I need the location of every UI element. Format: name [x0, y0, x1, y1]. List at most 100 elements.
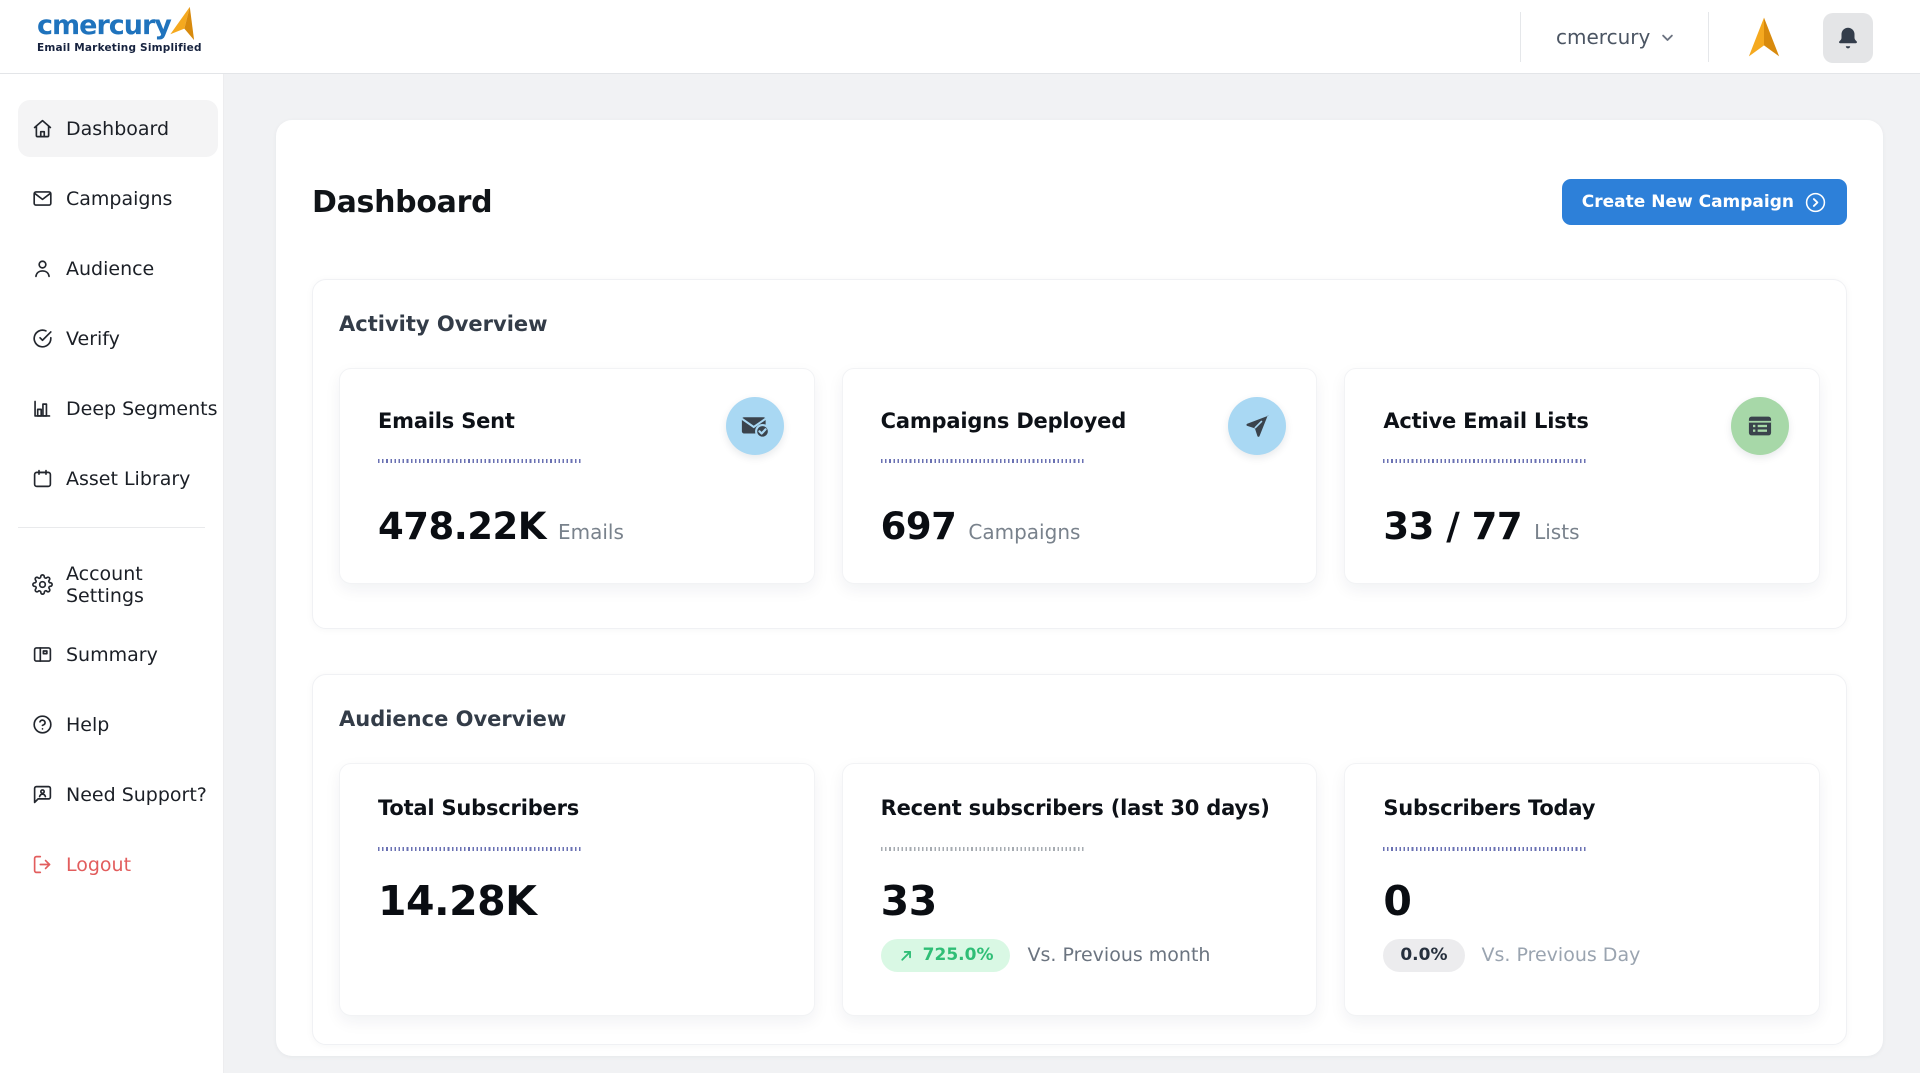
sidebar-item-help[interactable]: Help: [18, 696, 218, 753]
sidebar-item-account-settings[interactable]: Account Settings: [18, 556, 218, 613]
sidebar-item-label: Deep Segments: [66, 397, 218, 420]
dotted-divider: [1383, 847, 1588, 851]
stat-card-title: Emails Sent: [378, 409, 515, 433]
compare-label: Vs. Previous Day: [1481, 944, 1641, 966]
dotted-divider: [880, 847, 1085, 851]
sidebar-item-audience[interactable]: Audience: [18, 240, 218, 297]
sidebar-item-label: Help: [66, 713, 110, 736]
trend-row: 0.0% Vs. Previous Day: [1383, 938, 1781, 972]
compare-label: Vs. Previous month: [1027, 944, 1211, 966]
stat-value: 478.22K: [378, 504, 546, 548]
notifications-button[interactable]: [1823, 13, 1873, 63]
envelope-icon: [32, 188, 54, 210]
person-icon: [32, 258, 54, 280]
bar-chart-icon: [32, 398, 54, 420]
create-new-campaign-button[interactable]: Create New Campaign: [1561, 179, 1847, 225]
app-header: cmercury Email Marketing Simplified cmer…: [0, 0, 1920, 74]
stat-card-subscribers-today: Subscribers Today 0 0.0% Vs. Previous Da…: [1344, 763, 1821, 1016]
audience-cards-row: Total Subscribers 14.28K Recent subscrib…: [339, 763, 1821, 1016]
dotted-divider: [378, 847, 582, 851]
stat-value-row: 0: [1383, 877, 1781, 925]
page-title: Dashboard: [312, 184, 493, 220]
stat-unit: Campaigns: [968, 519, 1081, 544]
activity-overview-title: Activity Overview: [339, 312, 548, 336]
dotted-divider: [378, 459, 582, 463]
chevron-down-icon: [1662, 34, 1674, 41]
summary-card-icon: [32, 644, 54, 666]
stat-value-row: 33 / 77 Lists: [1383, 505, 1781, 548]
stat-value: 697: [880, 504, 957, 548]
trend-badge-value: 725.0%: [922, 945, 994, 965]
main-content-card: Dashboard Create New Campaign Activity O…: [276, 120, 1883, 1056]
sidebar-item-label: Dashboard: [66, 117, 170, 140]
sidebar-item-label: Summary: [66, 643, 158, 666]
stat-card-active-email-lists: Active Email Lists 33 / 77 Lists: [1344, 368, 1821, 584]
sidebar-divider: [18, 527, 205, 528]
list-card-icon: [1731, 397, 1790, 455]
header-divider: [1520, 12, 1521, 62]
trend-badge: 0.0%: [1383, 938, 1465, 972]
sidebar-item-label: Logout: [66, 853, 132, 876]
logout-icon: [32, 854, 54, 876]
header-divider: [1708, 12, 1709, 62]
audience-overview-title: Audience Overview: [339, 707, 567, 731]
audience-overview-section: Audience Overview Total Subscribers 14.2…: [312, 674, 1847, 1045]
account-menu[interactable]: cmercury: [1556, 0, 1675, 74]
page-header-row: Dashboard Create New Campaign: [312, 120, 1847, 226]
dotted-divider: [1383, 459, 1588, 463]
sidebar-item-deep-segments[interactable]: Deep Segments: [18, 380, 218, 437]
cmercury-logo: cmercury Email Marketing Simplified: [37, 6, 227, 54]
gear-icon: [32, 574, 54, 596]
sidebar-item-label: Need Support?: [66, 783, 207, 806]
paper-plane-icon: [1228, 397, 1287, 455]
stat-value: 0: [1383, 876, 1412, 925]
circle-arrow-right-icon: [1805, 192, 1826, 212]
dotted-divider: [880, 459, 1085, 463]
sidebar-item-need-support[interactable]: Need Support?: [18, 766, 218, 823]
bell-icon: [1839, 27, 1857, 49]
stat-card-title: Campaigns Deployed: [880, 409, 1127, 433]
stat-value: 14.28K: [378, 876, 537, 925]
support-chat-icon: [32, 784, 54, 806]
sidebar-item-logout[interactable]: Logout: [18, 836, 218, 893]
stat-value-row: 478.22K Emails: [378, 505, 776, 548]
stat-value-row: 697 Campaigns: [881, 505, 1279, 548]
check-circle-icon: [32, 328, 54, 350]
stat-value: 33: [880, 876, 938, 925]
brand-arrow-button[interactable]: [1742, 15, 1786, 59]
logo-arrow-icon: [170, 6, 195, 41]
sidebar-item-label: Verify: [66, 327, 120, 350]
create-new-campaign-label: Create New Campaign: [1581, 192, 1794, 212]
question-circle-icon: [32, 714, 54, 736]
stat-card-title: Active Email Lists: [1383, 409, 1589, 433]
trend-row: 725.0% Vs. Previous month: [880, 938, 1279, 972]
sidebar-item-campaigns[interactable]: Campaigns: [18, 170, 218, 227]
sidebar-item-label: Audience: [66, 257, 155, 280]
sidebar-item-summary[interactable]: Summary: [18, 626, 218, 683]
stat-value: 33 / 77: [1383, 504, 1523, 548]
stat-card-title: Recent subscribers (last 30 days): [880, 796, 1270, 820]
stat-card-emails-sent: Emails Sent 478.22K Emails: [339, 368, 815, 584]
stat-card-campaigns-deployed: Campaigns Deployed 697 Campaigns: [841, 368, 1318, 584]
calendar-icon: [32, 468, 54, 490]
trend-badge-value: 0.0%: [1400, 945, 1448, 965]
stat-card-recent-subscribers: Recent subscribers (last 30 days) 33 725…: [841, 763, 1318, 1016]
home-icon: [32, 118, 54, 140]
logo-tagline: Email Marketing Simplified: [37, 42, 202, 54]
logo-text: cmercury: [37, 10, 172, 41]
sidebar-item-asset-library[interactable]: Asset Library: [18, 450, 218, 507]
trend-badge: 725.0%: [880, 938, 1011, 972]
sidebar-item-label: Campaigns: [66, 187, 173, 210]
trend-up-arrow-icon: [901, 950, 911, 961]
brand-arrow-icon: [1748, 17, 1780, 57]
activity-overview-section: Activity Overview Emails Sent 478.22K Em…: [312, 279, 1847, 629]
account-label: cmercury: [1556, 25, 1651, 49]
sidebar-item-dashboard[interactable]: Dashboard: [18, 100, 218, 157]
email-check-icon: [725, 397, 784, 455]
stat-card-total-subscribers: Total Subscribers 14.28K: [339, 763, 815, 1016]
sidebar-item-label: Asset Library: [66, 467, 191, 490]
stat-unit: Lists: [1534, 519, 1580, 544]
sidebar-item-verify[interactable]: Verify: [18, 310, 218, 367]
stat-value-row: 14.28K: [378, 877, 776, 925]
activity-cards-row: Emails Sent 478.22K Emails Campaigns D: [339, 368, 1821, 584]
